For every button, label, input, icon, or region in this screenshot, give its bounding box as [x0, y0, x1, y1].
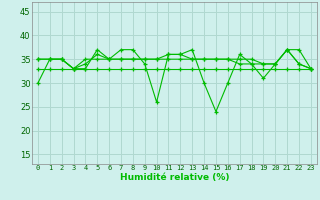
- X-axis label: Humidité relative (%): Humidité relative (%): [120, 173, 229, 182]
